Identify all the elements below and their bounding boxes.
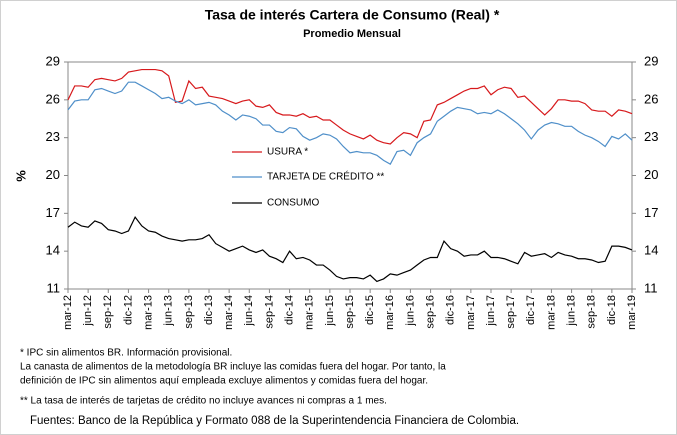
y-tick-label: 29 bbox=[46, 53, 60, 68]
footnote: Fuentes: Banco de la República y Formato… bbox=[30, 415, 519, 427]
x-tick-label: dic-15 bbox=[364, 295, 376, 325]
x-tick-label: mar-16 bbox=[384, 295, 396, 330]
x-tick-label: dic-18 bbox=[606, 295, 618, 325]
y-tick-label: 14 bbox=[46, 243, 60, 258]
y2-tick-label: 11 bbox=[644, 280, 658, 295]
y-tick-label: 26 bbox=[46, 91, 60, 106]
y-tick-label: 11 bbox=[47, 280, 61, 295]
y2-tick-label: 26 bbox=[644, 91, 658, 106]
footnote: ** La tasa de interés de tarjetas de cré… bbox=[20, 396, 387, 407]
x-tick-label: mar-13 bbox=[142, 295, 154, 330]
x-tick-label: mar-17 bbox=[465, 295, 477, 330]
x-tick-label: jun-18 bbox=[565, 295, 577, 327]
x-tick-label: jun-15 bbox=[324, 295, 336, 327]
x-tick-label: dic-14 bbox=[283, 295, 295, 325]
y-axis-label: % bbox=[13, 170, 28, 182]
footnote: * IPC sin alimentos BR. Información prov… bbox=[20, 348, 232, 359]
x-tick-label: mar-14 bbox=[223, 295, 235, 330]
x-tick-label: mar-12 bbox=[62, 295, 74, 330]
x-tick-label: dic-12 bbox=[122, 295, 134, 325]
legend-label: USURA * bbox=[267, 147, 308, 158]
x-tick-label: sep-14 bbox=[263, 295, 275, 329]
chart-subtitle: Promedio Mensual bbox=[303, 28, 401, 40]
x-tick-label: dic-16 bbox=[445, 295, 457, 325]
y2-tick-label: 29 bbox=[644, 53, 658, 68]
y-tick-label: 23 bbox=[46, 129, 60, 144]
x-tick-label: sep-18 bbox=[586, 295, 598, 329]
x-tick-label: jun-16 bbox=[404, 295, 416, 327]
x-tick-label: sep-17 bbox=[505, 295, 517, 329]
chart-title: Tasa de interés Cartera de Consumo (Real… bbox=[205, 7, 500, 23]
x-tick-label: dic-13 bbox=[203, 295, 215, 325]
legend-label: CONSUMO bbox=[267, 198, 319, 209]
x-tick-label: mar-19 bbox=[626, 295, 638, 330]
legend-label: TARJETA DE CRÉDITO ** bbox=[267, 170, 384, 183]
x-tick-label: sep-15 bbox=[344, 295, 356, 329]
line-series bbox=[67, 68, 633, 145]
footnote: La canasta de alimentos de la metodologí… bbox=[20, 362, 446, 373]
footnote: definición de IPC sin alimentos aquí emp… bbox=[20, 376, 428, 387]
y-tick-label: 17 bbox=[46, 205, 60, 220]
line-series bbox=[67, 81, 633, 165]
line-series bbox=[67, 215, 633, 283]
x-tick-label: jun-13 bbox=[163, 295, 175, 327]
y2-tick-label: 20 bbox=[644, 167, 658, 182]
x-tick-label: sep-16 bbox=[424, 295, 436, 329]
x-tick-label: sep-13 bbox=[183, 295, 195, 329]
x-tick-label: sep-12 bbox=[102, 295, 114, 329]
x-tick-label: jun-17 bbox=[485, 295, 497, 327]
y2-tick-label: 17 bbox=[644, 205, 658, 220]
x-tick-label: jun-12 bbox=[82, 295, 94, 327]
y2-tick-label: 14 bbox=[644, 243, 658, 258]
x-tick-label: jun-14 bbox=[243, 295, 255, 327]
y-tick-label: 20 bbox=[46, 167, 60, 182]
y2-tick-label: 23 bbox=[644, 129, 658, 144]
x-tick-label: dic-17 bbox=[525, 295, 537, 325]
x-tick-label: mar-15 bbox=[304, 295, 316, 330]
x-tick-label: mar-18 bbox=[545, 295, 557, 330]
